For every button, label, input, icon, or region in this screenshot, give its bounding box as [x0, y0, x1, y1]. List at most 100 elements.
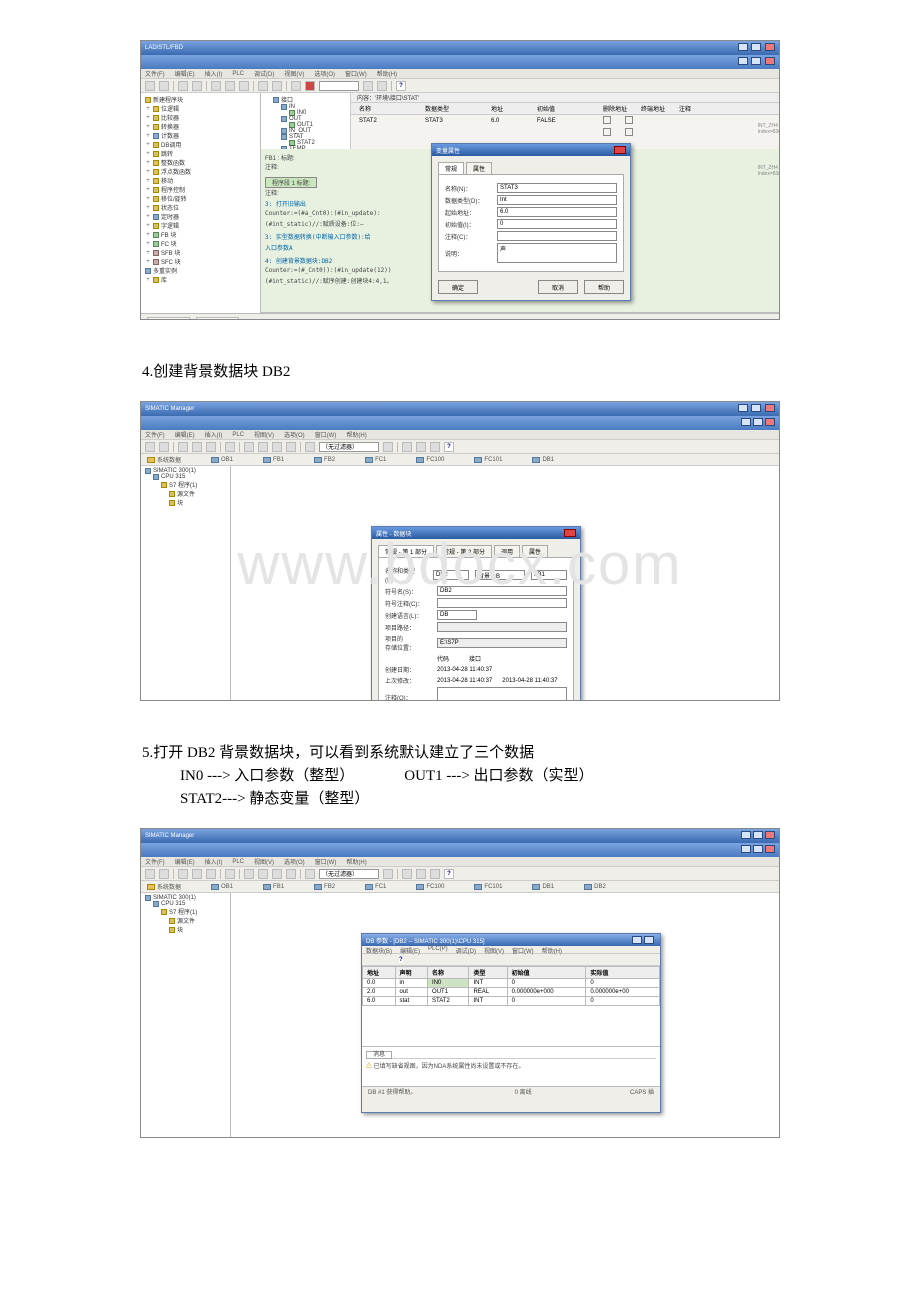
menu-item[interactable]: 帮助(H)	[542, 946, 562, 953]
menu-item[interactable]: 编辑(E)	[175, 69, 195, 78]
toolbar-button[interactable]	[383, 442, 393, 452]
block-chip[interactable]: FB2	[314, 884, 335, 890]
toolbar-button[interactable]	[239, 81, 249, 91]
maximize-icon[interactable]	[644, 936, 654, 944]
cancel-button[interactable]: 取消	[538, 280, 578, 294]
tree-item[interactable]: 源文件	[143, 916, 228, 925]
tree-item[interactable]: 多重实例	[143, 266, 258, 275]
menu-item[interactable]: PLC	[232, 432, 244, 438]
tab[interactable]: 1:程序元素	[147, 317, 190, 321]
toolbar-button[interactable]	[430, 442, 440, 452]
addr-input[interactable]: 6.0	[497, 207, 617, 217]
menu-item[interactable]: 视图(V)	[254, 430, 274, 439]
symbol-input[interactable]: DB2	[437, 586, 567, 596]
db-grid[interactable]: 地址声明名称类型初始值实际值 0.0inIN0INT002.0outOUT1RE…	[362, 966, 660, 1006]
grid-row[interactable]	[351, 127, 779, 139]
toolbar-button[interactable]	[258, 81, 268, 91]
menu-item[interactable]: 调试(D)	[254, 69, 274, 78]
ok-button[interactable]: 确定	[438, 280, 478, 294]
toolbar-button[interactable]	[145, 81, 155, 91]
toolbar-button[interactable]	[178, 869, 188, 879]
menu-item[interactable]: 窗口(W)	[512, 946, 534, 953]
tree-item[interactable]: +整数函数	[143, 158, 258, 167]
expand-icon[interactable]: +	[145, 205, 151, 211]
minimize-icon[interactable]	[738, 43, 748, 51]
tree-item[interactable]: S7 程序(1)	[143, 907, 228, 916]
toolbar-button[interactable]	[244, 442, 254, 452]
tree-item[interactable]: +DB调用	[143, 140, 258, 149]
tree-item[interactable]: +SFB 块	[143, 248, 258, 257]
block-chip[interactable]: FC100	[416, 457, 444, 463]
expand-icon[interactable]: +	[145, 232, 151, 238]
menu-item[interactable]: PLC	[232, 71, 244, 77]
tree-item[interactable]: 块	[143, 925, 228, 934]
toolbar-button[interactable]	[192, 442, 202, 452]
close-icon[interactable]	[765, 57, 775, 65]
menu-item[interactable]: 数据块(B)	[366, 946, 392, 953]
filter-dropdown[interactable]: （无过滤器）	[319, 869, 379, 879]
comment-textarea[interactable]	[437, 687, 567, 701]
toolbar-button[interactable]	[159, 442, 169, 452]
expand-icon[interactable]: +	[145, 178, 151, 184]
block-chip[interactable]: FB1	[263, 884, 284, 890]
tree-item[interactable]: 接口	[263, 95, 348, 104]
expand-icon[interactable]: +	[145, 223, 151, 229]
expand-icon[interactable]: +	[145, 142, 151, 148]
desc-input[interactable]: 声	[497, 243, 617, 263]
init-input[interactable]: 0	[497, 219, 617, 229]
expand-icon[interactable]: +	[145, 214, 151, 220]
checkbox[interactable]	[603, 116, 611, 124]
menu-item[interactable]: 编辑(E)	[175, 857, 195, 866]
toolbar-button[interactable]	[192, 869, 202, 879]
toolbar-button[interactable]	[377, 81, 387, 91]
block-chip[interactable]: FC101	[474, 457, 502, 463]
minimize-icon[interactable]	[738, 404, 748, 412]
tree-item[interactable]: +移位/旋转	[143, 194, 258, 203]
toolbar-button[interactable]	[416, 869, 426, 879]
toolbar-button[interactable]	[305, 442, 315, 452]
tree-item[interactable]: +位逻辑	[143, 104, 258, 113]
symbol-comment-input[interactable]	[437, 598, 567, 608]
block-chip[interactable]: 系统数据	[147, 455, 181, 464]
toolbar-button[interactable]	[225, 442, 235, 452]
toolbar-button[interactable]	[211, 81, 221, 91]
toolbar-button[interactable]	[272, 869, 282, 879]
menu-item[interactable]: 编辑(E)	[175, 430, 195, 439]
tree-item[interactable]: +计数器	[143, 131, 258, 140]
tree-item[interactable]: +移动	[143, 176, 258, 185]
tab[interactable]: 属性	[522, 545, 548, 557]
expand-icon[interactable]: +	[145, 124, 151, 130]
block-chip[interactable]: DB1	[532, 457, 554, 463]
lang-select[interactable]: DB	[437, 610, 477, 620]
toolbar-button[interactable]	[305, 81, 315, 91]
table-row[interactable]: 2.0outOUT1REAL0.000000e+0000.000000e+00	[363, 988, 660, 997]
tree-item[interactable]: 块	[143, 498, 228, 507]
toolbar-button[interactable]	[145, 442, 155, 452]
tab[interactable]: 2:调用结构	[196, 317, 239, 321]
checkbox[interactable]	[625, 116, 633, 124]
toolbar-button[interactable]	[206, 869, 216, 879]
menu-item[interactable]: 插入(I)	[205, 430, 223, 439]
tree-item[interactable]: +转换器	[143, 122, 258, 131]
toolbar-button[interactable]	[244, 869, 254, 879]
toolbar-button[interactable]	[206, 442, 216, 452]
toolbar-button[interactable]	[416, 442, 426, 452]
expand-icon[interactable]: +	[145, 259, 151, 265]
toolbar-button[interactable]	[159, 869, 169, 879]
toolbar-button[interactable]	[402, 869, 412, 879]
toolbar-button[interactable]	[225, 869, 235, 879]
comment-input[interactable]	[497, 231, 617, 241]
block-chip[interactable]: DB1	[532, 884, 554, 890]
toolbar-button[interactable]	[291, 81, 301, 91]
tree-item[interactable]: +字逻辑	[143, 221, 258, 230]
toolbar-button[interactable]	[225, 81, 235, 91]
block-chip[interactable]: OB1	[211, 884, 233, 890]
menu-item[interactable]: 窗口(W)	[345, 69, 367, 78]
toolbar-button[interactable]	[272, 81, 282, 91]
expand-icon[interactable]: +	[145, 187, 151, 193]
type-input[interactable]: Int	[497, 195, 617, 205]
toolbar-button[interactable]	[430, 869, 440, 879]
block-chip[interactable]: FC1	[365, 884, 386, 890]
tab[interactable]: 调用	[494, 545, 520, 557]
checkbox[interactable]	[625, 128, 633, 136]
